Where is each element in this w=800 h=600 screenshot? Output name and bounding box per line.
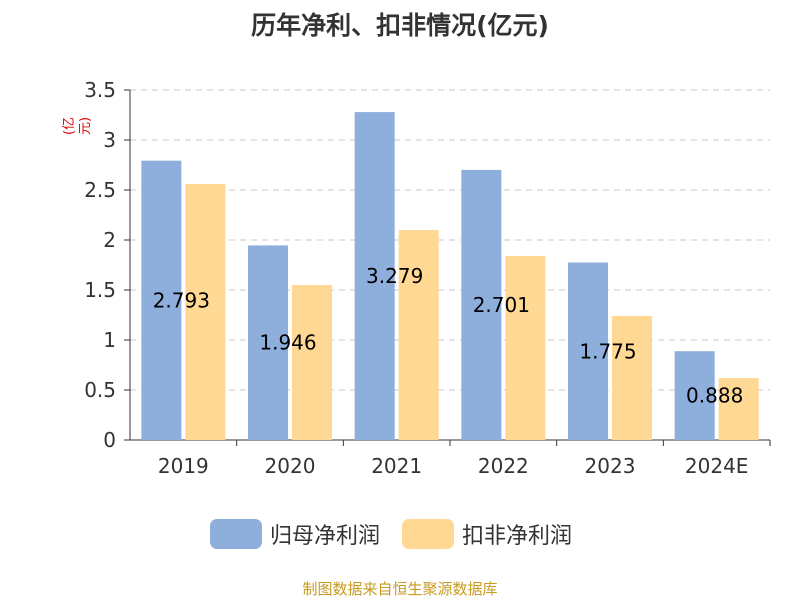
y-tick-label: 1 — [103, 328, 116, 352]
bar-deducted-profit — [718, 378, 759, 440]
data-label: 2.701 — [473, 293, 530, 317]
legend-item-net-profit[interactable]: 归母净利润 — [210, 518, 380, 550]
bar-net-profit — [248, 245, 288, 440]
data-label: 1.775 — [579, 339, 636, 363]
x-tick-label: 2023 — [585, 454, 636, 478]
bar-deducted-profit — [612, 316, 652, 440]
y-tick-label: 0.5 — [84, 378, 116, 402]
bar-deducted-profit — [505, 256, 546, 440]
bar-net-profit — [354, 112, 395, 440]
bar-deducted-profit — [292, 285, 332, 440]
bar-deducted-profit — [185, 184, 226, 440]
legend-label-deducted-profit: 扣非净利润 — [462, 524, 573, 549]
y-tick-label: 3 — [103, 128, 116, 152]
x-tick-label: 2019 — [158, 454, 209, 478]
bar-net-profit — [674, 351, 715, 440]
legend-item-deducted-profit[interactable]: 扣非净利润 — [402, 518, 572, 550]
y-tick-label: 3.5 — [84, 78, 116, 102]
legend: 归母净利润 扣非净利润 — [210, 518, 594, 550]
data-source-note: 制图数据来自恒生聚源数据库 — [302, 580, 498, 598]
data-label: 1.946 — [259, 331, 316, 355]
bar-net-profit — [568, 262, 608, 440]
legend-swatch-deducted-profit — [402, 519, 455, 549]
data-label: 0.888 — [686, 384, 743, 408]
legend-swatch-net-profit — [210, 519, 262, 549]
bar-net-profit — [141, 160, 182, 440]
bar-net-profit — [461, 169, 502, 440]
x-tick-label: 2021 — [371, 454, 422, 478]
x-tick-label: 2022 — [478, 454, 529, 478]
y-tick-label: 0 — [103, 428, 116, 452]
y-tick-label: 2 — [103, 228, 116, 252]
x-tick-label: 2020 — [265, 454, 316, 478]
bar-deducted-profit — [398, 230, 439, 440]
data-label: 3.279 — [366, 264, 423, 288]
y-tick-label: 2.5 — [84, 178, 116, 202]
data-label: 2.793 — [153, 288, 210, 312]
legend-label-net-profit: 归母净利润 — [270, 524, 381, 549]
y-tick-label: 1.5 — [84, 278, 116, 302]
x-tick-label: 2024E — [685, 454, 749, 478]
chart-title: 历年净利、扣非情况(亿元) — [251, 11, 549, 40]
